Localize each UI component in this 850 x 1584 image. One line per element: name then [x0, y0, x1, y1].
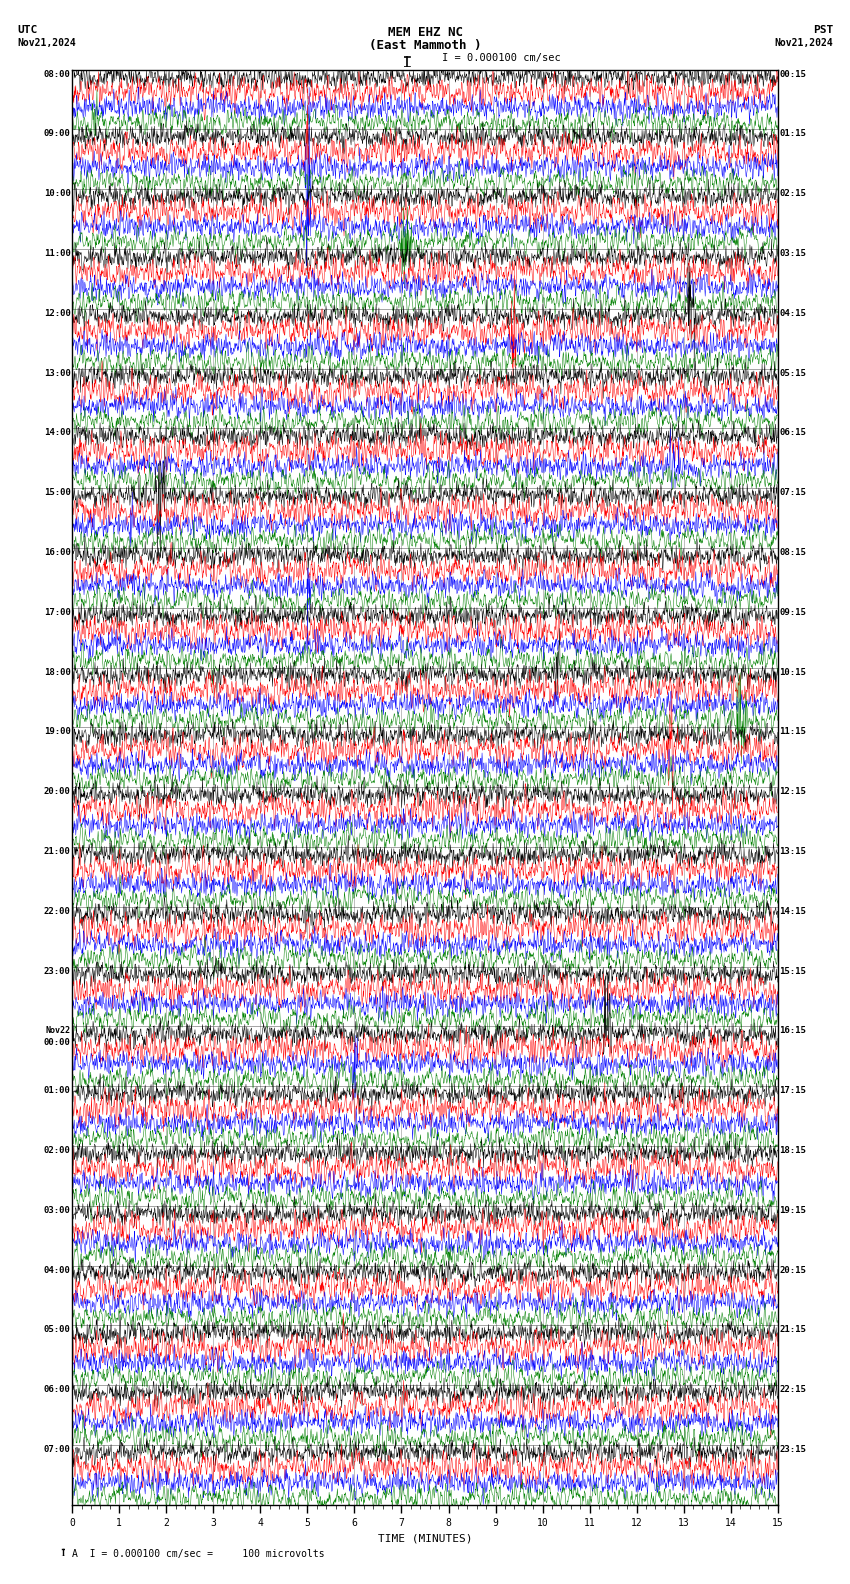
Text: 04:00: 04:00 [44, 1266, 71, 1275]
Text: 20:00: 20:00 [44, 787, 71, 797]
Text: 10:15: 10:15 [779, 668, 806, 676]
Text: 01:00: 01:00 [44, 1087, 71, 1095]
Text: MEM EHZ NC: MEM EHZ NC [388, 25, 462, 38]
Text: 20:15: 20:15 [779, 1266, 806, 1275]
Text: Nov21,2024: Nov21,2024 [17, 38, 76, 48]
Text: 00:15: 00:15 [779, 70, 806, 79]
Text: PST: PST [813, 25, 833, 35]
Text: 00:00: 00:00 [44, 1039, 71, 1047]
Text: (East Mammoth ): (East Mammoth ) [369, 40, 481, 52]
Text: 02:15: 02:15 [779, 190, 806, 198]
Text: 22:15: 22:15 [779, 1384, 806, 1394]
Text: UTC: UTC [17, 25, 37, 35]
Text: 22:00: 22:00 [44, 906, 71, 916]
Text: 06:00: 06:00 [44, 1384, 71, 1394]
Text: 15:00: 15:00 [44, 488, 71, 497]
Text: 19:00: 19:00 [44, 727, 71, 737]
Text: Nov22: Nov22 [46, 1026, 71, 1036]
Text: 23:15: 23:15 [779, 1445, 806, 1454]
Text: 18:15: 18:15 [779, 1147, 806, 1155]
Text: 05:00: 05:00 [44, 1326, 71, 1334]
Text: 15:15: 15:15 [779, 966, 806, 976]
Text: 03:00: 03:00 [44, 1205, 71, 1215]
Text: 05:15: 05:15 [779, 369, 806, 377]
Text: I = 0.000100 cm/sec: I = 0.000100 cm/sec [442, 54, 561, 63]
Text: 01:15: 01:15 [779, 130, 806, 138]
Text: 11:15: 11:15 [779, 727, 806, 737]
Text: 12:15: 12:15 [779, 787, 806, 797]
Text: 17:15: 17:15 [779, 1087, 806, 1095]
Text: 06:15: 06:15 [779, 428, 806, 437]
Text: Nov21,2024: Nov21,2024 [774, 38, 833, 48]
Text: 11:00: 11:00 [44, 249, 71, 258]
Text: 07:00: 07:00 [44, 1445, 71, 1454]
Text: 13:15: 13:15 [779, 847, 806, 855]
Text: 21:15: 21:15 [779, 1326, 806, 1334]
Text: 12:00: 12:00 [44, 309, 71, 318]
Text: 17:00: 17:00 [44, 608, 71, 616]
Text: 19:15: 19:15 [779, 1205, 806, 1215]
Text: 21:00: 21:00 [44, 847, 71, 855]
Text: 10:00: 10:00 [44, 190, 71, 198]
Text: 18:00: 18:00 [44, 668, 71, 676]
Text: 08:00: 08:00 [44, 70, 71, 79]
Text: A  I = 0.000100 cm/sec =     100 microvolts: A I = 0.000100 cm/sec = 100 microvolts [72, 1549, 325, 1559]
Text: 14:00: 14:00 [44, 428, 71, 437]
Text: 04:15: 04:15 [779, 309, 806, 318]
Text: 09:15: 09:15 [779, 608, 806, 616]
X-axis label: TIME (MINUTES): TIME (MINUTES) [377, 1533, 473, 1543]
Text: 16:00: 16:00 [44, 548, 71, 558]
Text: 09:00: 09:00 [44, 130, 71, 138]
Text: 08:15: 08:15 [779, 548, 806, 558]
Text: 02:00: 02:00 [44, 1147, 71, 1155]
Text: 13:00: 13:00 [44, 369, 71, 377]
Text: 07:15: 07:15 [779, 488, 806, 497]
Text: 23:00: 23:00 [44, 966, 71, 976]
Text: 16:15: 16:15 [779, 1026, 806, 1036]
Text: 03:15: 03:15 [779, 249, 806, 258]
Text: 14:15: 14:15 [779, 906, 806, 916]
